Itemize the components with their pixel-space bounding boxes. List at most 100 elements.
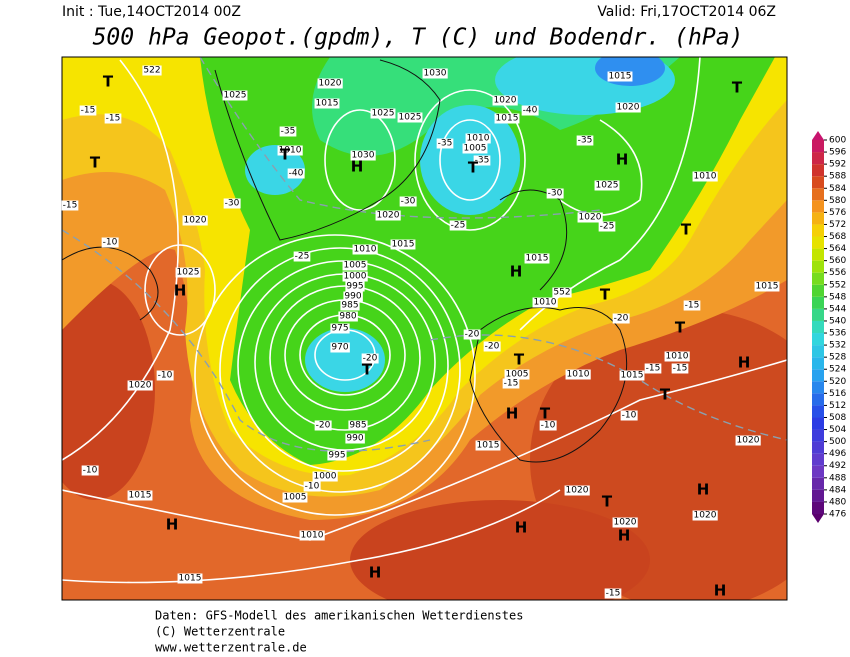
colorbar-label: 580 — [829, 196, 846, 206]
isobar-label-box — [222, 90, 248, 101]
isobar-label-box — [177, 573, 203, 584]
colorbar-label: 548 — [829, 292, 846, 302]
temperature-label: -35 — [475, 156, 490, 166]
isobar-label: 1020 — [494, 96, 517, 106]
footer-url: www.wetterzentrale.de — [155, 641, 307, 655]
pressure-center: H — [714, 582, 727, 600]
isobar-label-box — [299, 530, 325, 541]
isobar-label: 1010 — [279, 146, 302, 156]
isobar-label-box — [565, 369, 591, 380]
temperature-label-box — [293, 251, 311, 262]
isobar-label: 1030 — [352, 151, 375, 161]
temperature-label-box — [314, 420, 332, 431]
isobar-label-box — [342, 271, 368, 282]
isobar-label: 1015 — [316, 99, 339, 109]
isobar-label-box — [342, 260, 368, 271]
map-field — [62, 57, 787, 600]
temperature-label: -20 — [316, 421, 331, 431]
colorbar-swatch — [812, 477, 824, 490]
isobar-label-box — [314, 98, 340, 109]
temperature-label: -10 — [305, 482, 320, 492]
temperature-label-box — [79, 105, 97, 116]
isobar-label: 995 — [328, 451, 345, 461]
isobar-label: 1010 — [567, 370, 590, 380]
isobar-label-box — [754, 281, 780, 292]
isobar-label-box — [594, 180, 620, 191]
isobar-label: 1015 — [129, 491, 152, 501]
temperature-label: -35 — [438, 139, 453, 149]
isobar-label: 990 — [344, 292, 361, 302]
isobar-label-box — [422, 68, 448, 79]
field-cyan — [245, 145, 305, 195]
temperature-label: -30 — [225, 199, 240, 209]
isobar-label: 1015 — [756, 282, 779, 292]
isobar-label: 990 — [346, 434, 363, 444]
temperature-label: -15 — [685, 301, 700, 311]
colorbar-swatch — [812, 224, 824, 237]
temperature-label-box — [287, 168, 305, 179]
isobar-label: 1015 — [621, 371, 644, 381]
temperature-label: -10 — [103, 238, 118, 248]
isobar-label: 1025 — [596, 181, 619, 191]
height-label-box — [142, 65, 162, 76]
temperature-label-box — [612, 313, 630, 324]
colorbar-swatch — [812, 369, 824, 382]
colorbar-swatch — [812, 188, 824, 201]
colorbar-label: 588 — [829, 172, 846, 182]
isobar-label-box — [175, 267, 201, 278]
field-cyan — [420, 105, 520, 215]
colorbar-label: 516 — [829, 389, 846, 399]
pressure-center: H — [506, 405, 519, 423]
isobar-label: 1015 — [477, 441, 500, 451]
isobar-label: 1010 — [354, 245, 377, 255]
colorbar-label: 556 — [829, 268, 846, 278]
isobar-label: 1020 — [579, 213, 602, 223]
temperature-label-box — [463, 329, 481, 340]
colorbar-label: 540 — [829, 316, 846, 326]
field-cyan — [305, 328, 385, 392]
temperature-label-box — [483, 341, 501, 352]
colorbar-swatch — [812, 236, 824, 249]
temperature-label-box — [104, 113, 122, 124]
colorbar-swatch — [812, 176, 824, 189]
isobar-label: 1025 — [177, 268, 200, 278]
temperature-label-box — [303, 481, 321, 492]
isobar-label: 1010 — [694, 172, 717, 182]
temperature-label-box — [156, 370, 174, 381]
colorbar-label: 488 — [829, 473, 846, 483]
temperature-label: -35 — [281, 127, 296, 137]
isobar-label: 980 — [339, 312, 356, 322]
temperature-label-box — [604, 588, 622, 599]
isobar-label-box — [532, 297, 558, 308]
field-deep-red — [350, 500, 650, 600]
isobar-label-box — [317, 78, 343, 89]
isobar-label: 1015 — [392, 240, 415, 250]
temperature-label-box — [223, 198, 241, 209]
colorbar-label: 476 — [829, 510, 846, 520]
colorbar-swatch — [812, 140, 824, 153]
pressure-center: H — [697, 481, 710, 499]
isobar-label-box — [475, 440, 501, 451]
isobar-label: 1015 — [609, 72, 632, 82]
temperature-label-box — [521, 105, 539, 116]
colorbar-label: 496 — [829, 449, 846, 459]
isobar-label: 1025 — [224, 91, 247, 101]
colorbar-label: 520 — [829, 377, 846, 387]
temperature-label: -30 — [401, 197, 416, 207]
isobar-label-box — [577, 212, 603, 223]
colorbar-label: 528 — [829, 353, 846, 363]
isobar-label-box — [370, 108, 396, 119]
map-title: 500 hPa Geopot.(gpdm), T (C) und Bodendr… — [93, 25, 744, 51]
temperature-label-box — [81, 465, 99, 476]
isobar-label: 1025 — [372, 109, 395, 119]
isobar-label-box — [350, 150, 376, 161]
temperature-label: -40 — [289, 169, 304, 179]
temperature-label-box — [576, 135, 594, 146]
footer-copyright: (C) Wetterzentrale — [155, 625, 285, 639]
colorbar-swatch — [812, 465, 824, 478]
pressure-center: H — [166, 516, 179, 534]
colorbar-swatch — [812, 200, 824, 213]
colorbar-swatch — [812, 260, 824, 273]
